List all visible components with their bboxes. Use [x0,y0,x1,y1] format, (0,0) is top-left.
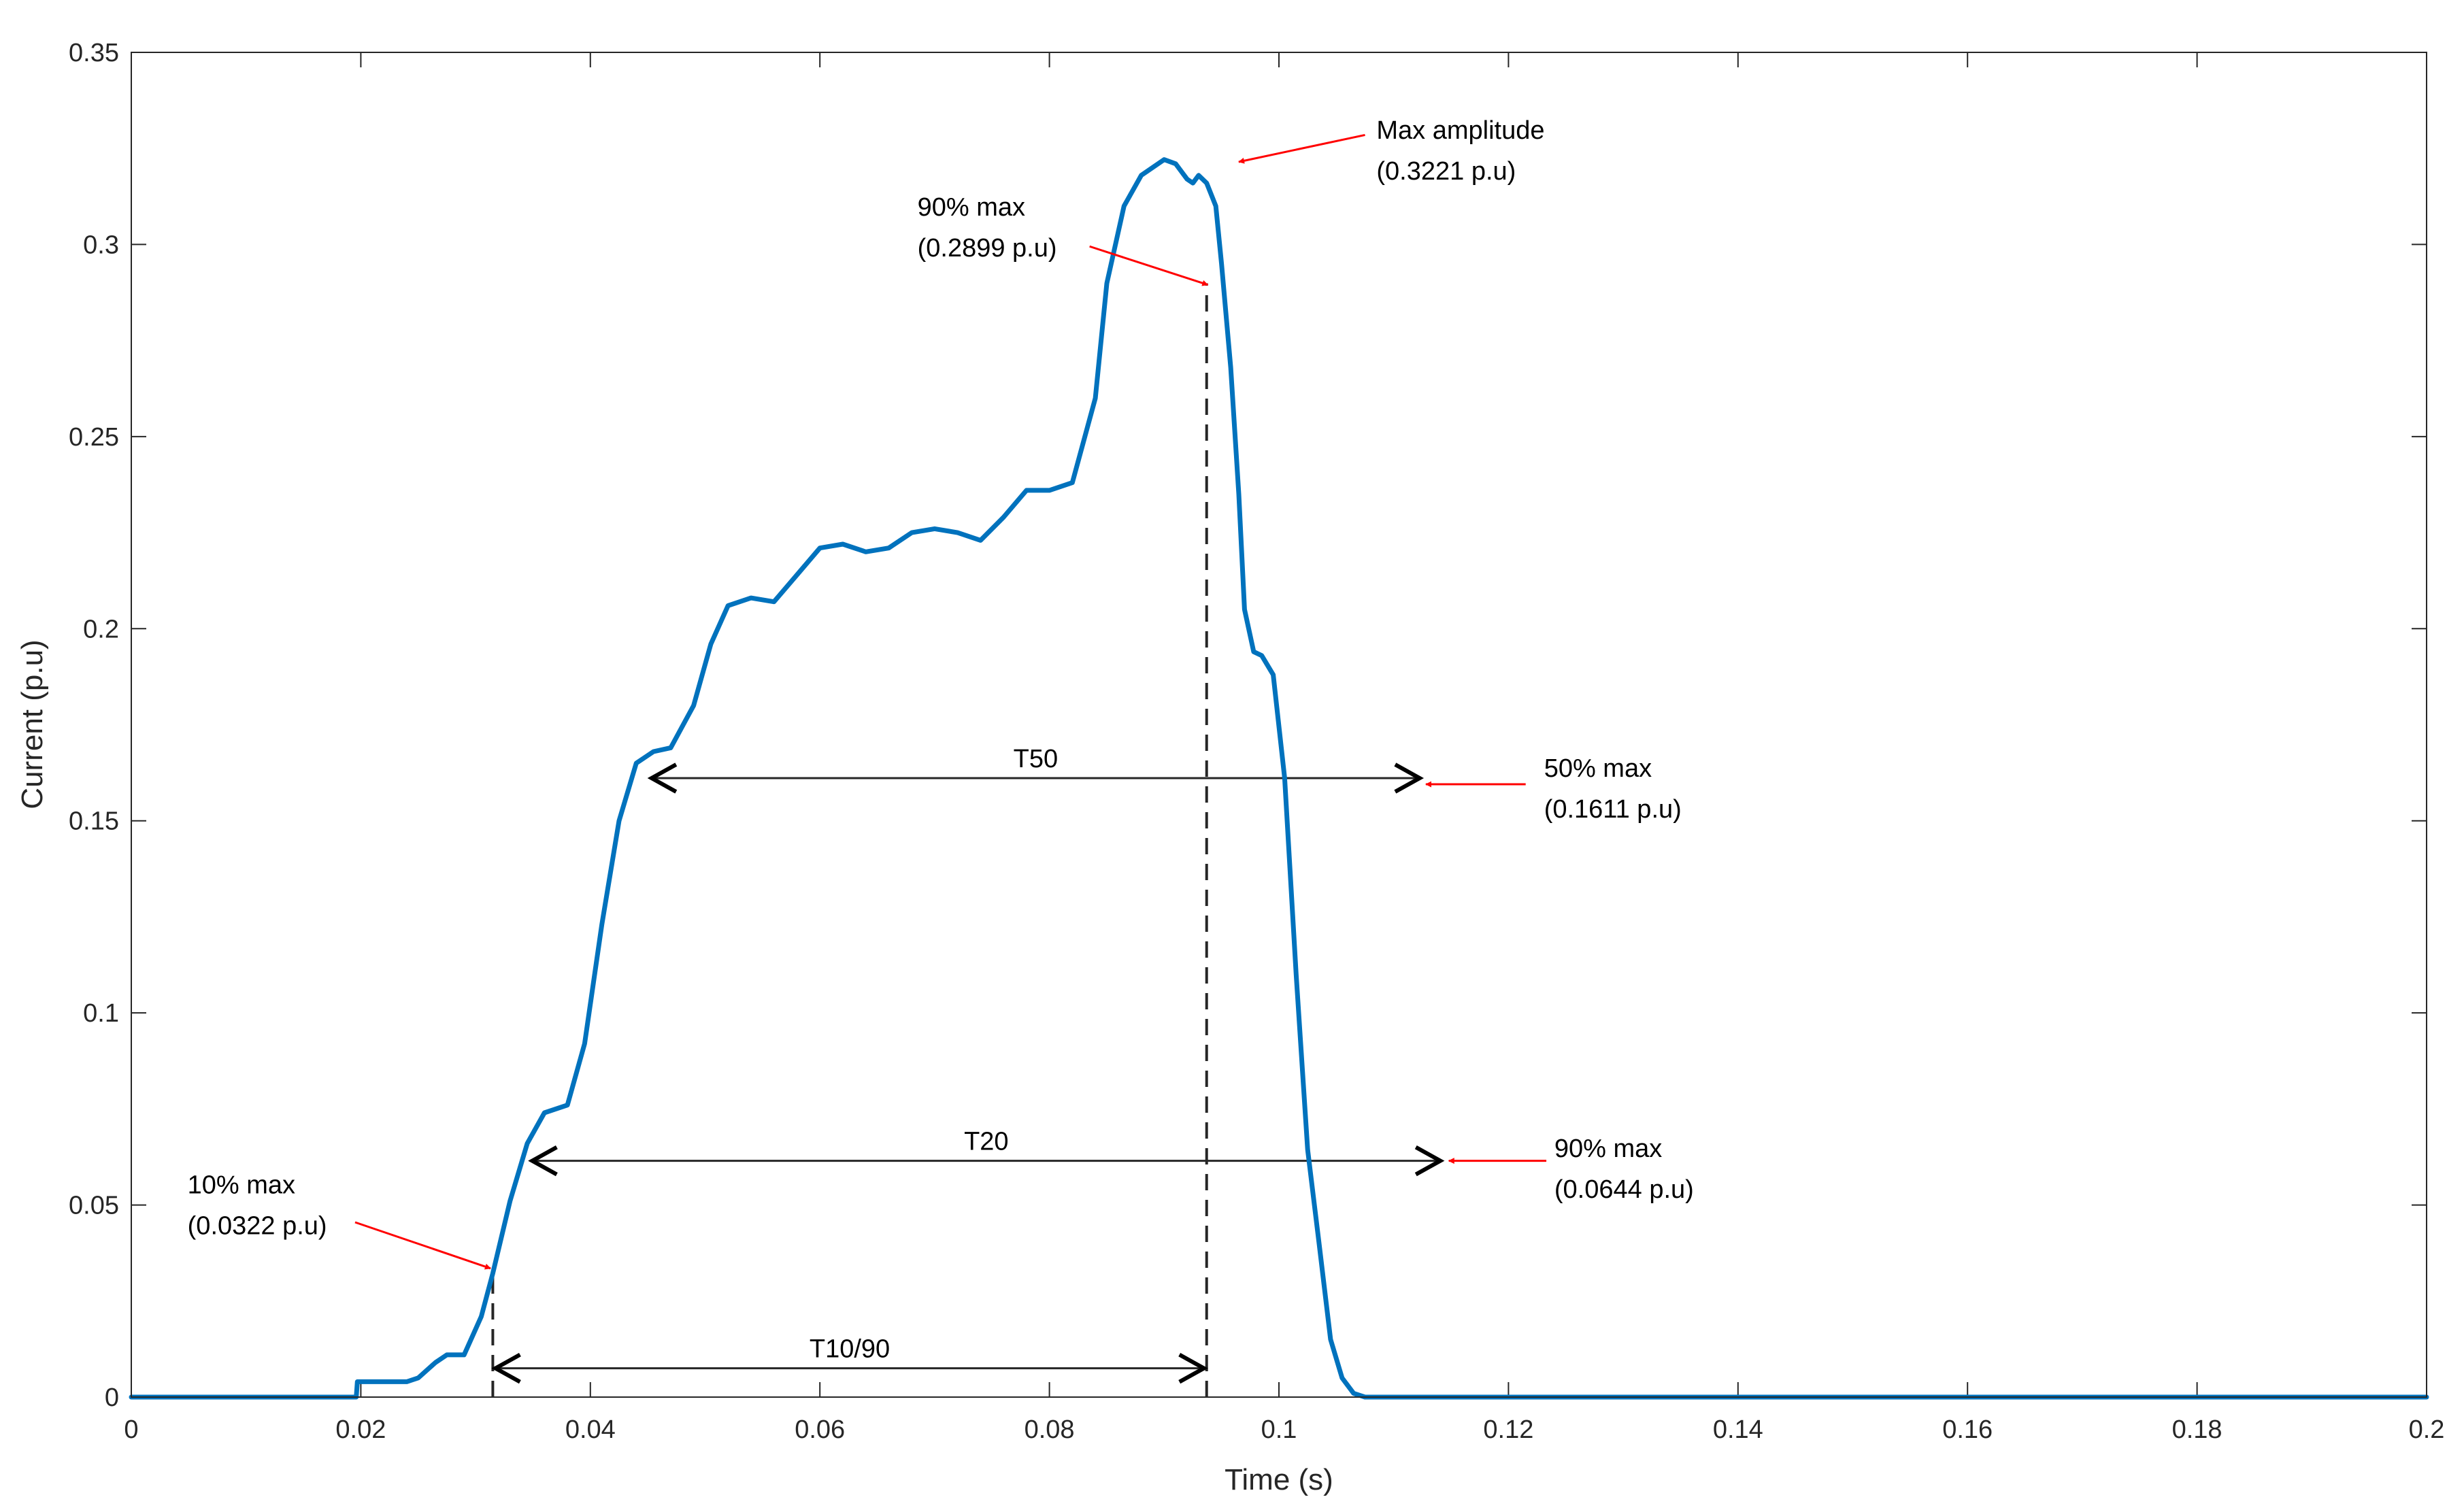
x-tick-label: 0.12 [1483,1415,1533,1444]
annotation-value: (0.1611 p.u) [1544,795,1682,824]
interval-arrowhead-left [491,1353,521,1384]
x-tick-label: 0 [124,1415,138,1444]
y-tick-label: 0.15 [69,807,119,836]
annotation-label: 90% max [918,193,1025,222]
y-tick-label: 0.2 [83,615,119,643]
x-tick-label: 0.04 [565,1415,616,1444]
y-tick-label: 0.35 [69,39,119,67]
y-tick-label: 0.1 [83,999,119,1028]
y-tick-label: 0 [105,1383,119,1412]
x-tick-label: 0.06 [795,1415,845,1444]
interval-label: T50 [1014,745,1058,773]
x-tick-label: 0.2 [2409,1415,2445,1444]
annotation-arrow [354,1221,491,1270]
annotation-label: Max amplitude [1376,116,1544,145]
annotation-value: (0.0322 p.u) [188,1212,327,1241]
x-tick-label: 0.02 [335,1415,386,1444]
annotation-arrow [1089,245,1209,286]
x-tick-label: 0.1 [1261,1415,1297,1444]
interval-label: T20 [964,1128,1008,1156]
annotation-arrow [1238,133,1365,164]
annotation-value: (0.2899 p.u) [918,234,1057,263]
x-axis-title: Time (s) [1225,1463,1333,1496]
y-tick-label: 0.05 [69,1192,119,1220]
interval-label: T10/90 [810,1335,890,1364]
annotation-label: 90% max [1554,1135,1662,1163]
interval-arrowhead-right [1414,1145,1445,1177]
interval-arrowhead-right [1178,1353,1208,1384]
annotation-label: 50% max [1544,754,1652,783]
y-tick-label: 0.3 [83,231,119,259]
x-tick-label: 0.14 [1713,1415,1763,1444]
annotation-label: 10% max [188,1171,295,1200]
plot-box [131,52,2427,1398]
interval-arrowhead-right [1394,762,1425,794]
y-axis-title: Current (p.u) [16,639,49,809]
x-tick-label: 0.16 [1942,1415,1993,1444]
interval-arrowhead-left [528,1145,558,1177]
y-tick-label: 0.25 [69,423,119,452]
annotation-value: (0.3221 p.u) [1376,157,1516,186]
x-tick-label: 0.08 [1025,1415,1075,1444]
annotation-value: (0.0644 p.u) [1554,1175,1694,1204]
interval-arrowhead-left [647,762,678,794]
x-tick-label: 0.18 [2172,1415,2222,1444]
